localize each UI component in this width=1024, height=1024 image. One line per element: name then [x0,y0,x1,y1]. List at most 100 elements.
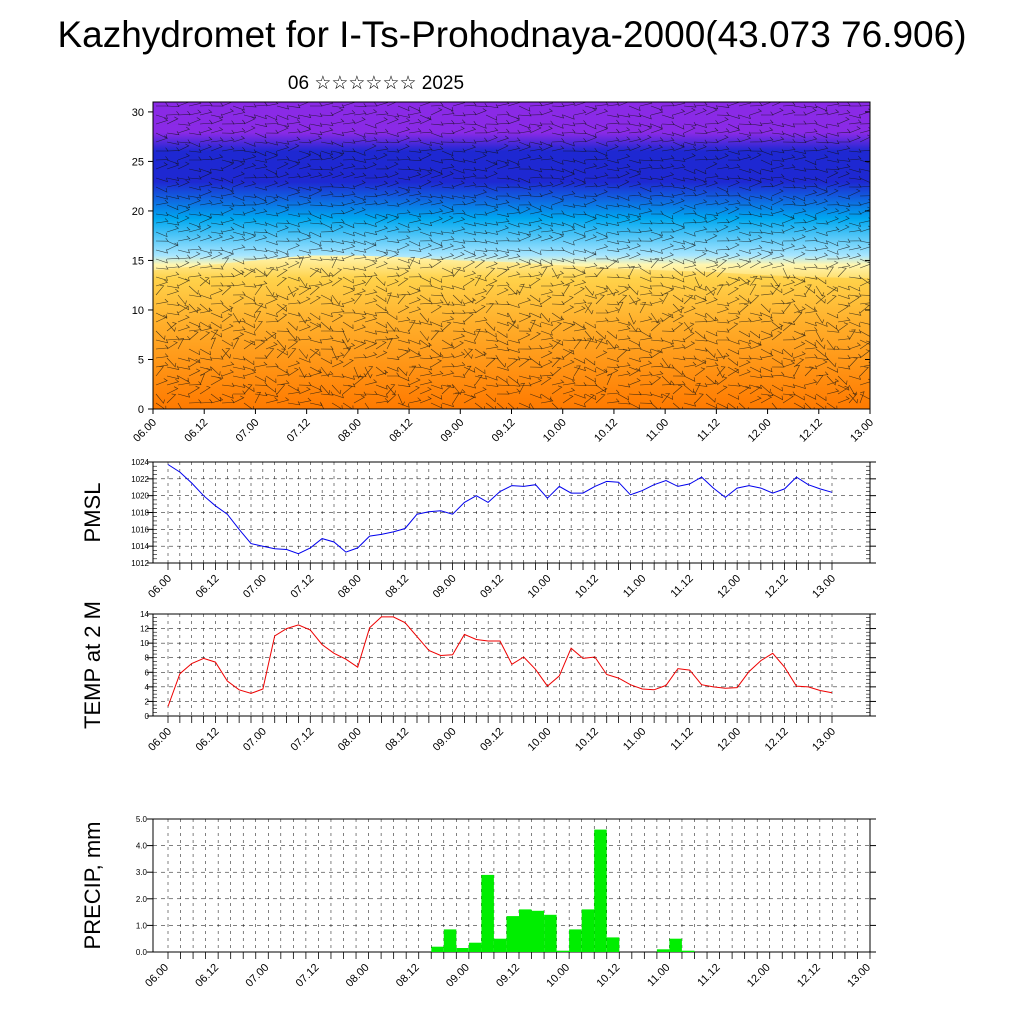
wind-barb [155,276,168,281]
wind-barb [716,366,726,377]
wind-barb [441,229,455,234]
wind-barb [298,139,312,144]
wind-barb [474,351,487,359]
wind-barb [265,253,279,260]
wind-barb [507,261,521,269]
wind-barb [331,141,344,148]
wind-barb [705,155,719,161]
wind-barb [650,274,664,278]
wind-barb [210,102,224,107]
wind-barb [760,150,773,156]
wind-barb [727,192,741,197]
wind-barb [496,287,509,296]
wind-barb [837,244,851,251]
wind-barb [551,339,564,346]
wind-barb [342,207,355,215]
wind-barb [485,393,496,403]
wind-barb [419,342,432,350]
wind-barb [166,393,177,404]
wind-barb [573,222,586,229]
wind-barb [815,276,827,285]
wind-barb [749,311,763,317]
wind-barb [771,384,783,392]
wind-barb [804,199,818,206]
wind-barb [419,321,433,326]
y-tick-label: 10 [132,305,144,317]
wind-barb [452,180,465,188]
wind-barb [507,321,517,332]
wind-barb [265,168,278,175]
wind-barb [496,301,510,306]
y-tick-label: 0 [138,404,144,416]
wind-barb [815,220,829,225]
wind-barb [452,373,466,378]
wind-barb [859,258,870,264]
precip-x-tick-label: 10.00 [544,962,572,990]
wind-barb [848,201,862,206]
wind-barb [562,240,575,246]
wind-barb [419,243,432,251]
wind-barb [804,285,815,294]
wind-barb [166,204,179,211]
wind-barb [463,270,477,278]
precip-x-tick-label: 12.12 [795,962,823,990]
wind-barb [243,218,257,224]
wind-barb [749,108,763,116]
x-tick-label: 07.00 [234,417,262,445]
wind-barb [661,199,675,206]
wind-barb [815,145,829,152]
wind-barb [408,247,422,252]
wind-barb [694,144,707,152]
wind-barb [375,165,389,170]
wind-barb [595,141,608,147]
wind-barb [353,103,367,108]
wind-barb [727,348,740,355]
wind-barb [408,397,422,404]
wind-barb [430,216,443,224]
wind-barb [551,379,565,386]
wind-barb [199,373,205,386]
wind-barb [661,287,674,296]
wind-barb [782,154,796,161]
wind-barb [782,123,796,128]
wind-barb [793,358,805,368]
wind-barb [815,189,828,197]
wind-barb [331,104,345,109]
wind-barb [518,112,532,117]
wind-barb [287,285,296,298]
precip-bar [581,909,595,952]
wind-barb [551,339,562,350]
wind-barb [859,120,870,125]
wind-barb [386,312,398,321]
wind-barb [573,248,587,253]
wind-barb [342,252,355,260]
x-tick-label: 12.12 [797,417,825,445]
wind-barb [210,177,224,182]
wind-barb [837,163,851,170]
wind-barb [210,374,224,379]
wind-barb [617,362,631,368]
wind-barb [826,378,840,386]
wind-barb [859,182,870,188]
wind-barb [738,195,751,202]
wind-barb [188,399,202,404]
wind-barb [848,126,861,134]
wind-barb [672,338,686,343]
temp-x-tick-label: 10.00 [526,726,554,754]
wind-barb [727,242,740,251]
wind-barb [727,286,739,296]
wind-barb [496,390,510,395]
wind-barb [815,177,828,184]
wind-barb [397,277,409,287]
wind-barb [353,373,367,377]
wind-barb [562,180,575,188]
wind-barb [837,253,851,260]
wind-barb [628,168,642,173]
wind-barb [210,117,223,125]
wind-barb [254,303,267,309]
wind-barb [276,348,287,359]
wind-barb [628,312,637,325]
wind-barb [771,276,781,288]
wind-barb [320,127,334,134]
